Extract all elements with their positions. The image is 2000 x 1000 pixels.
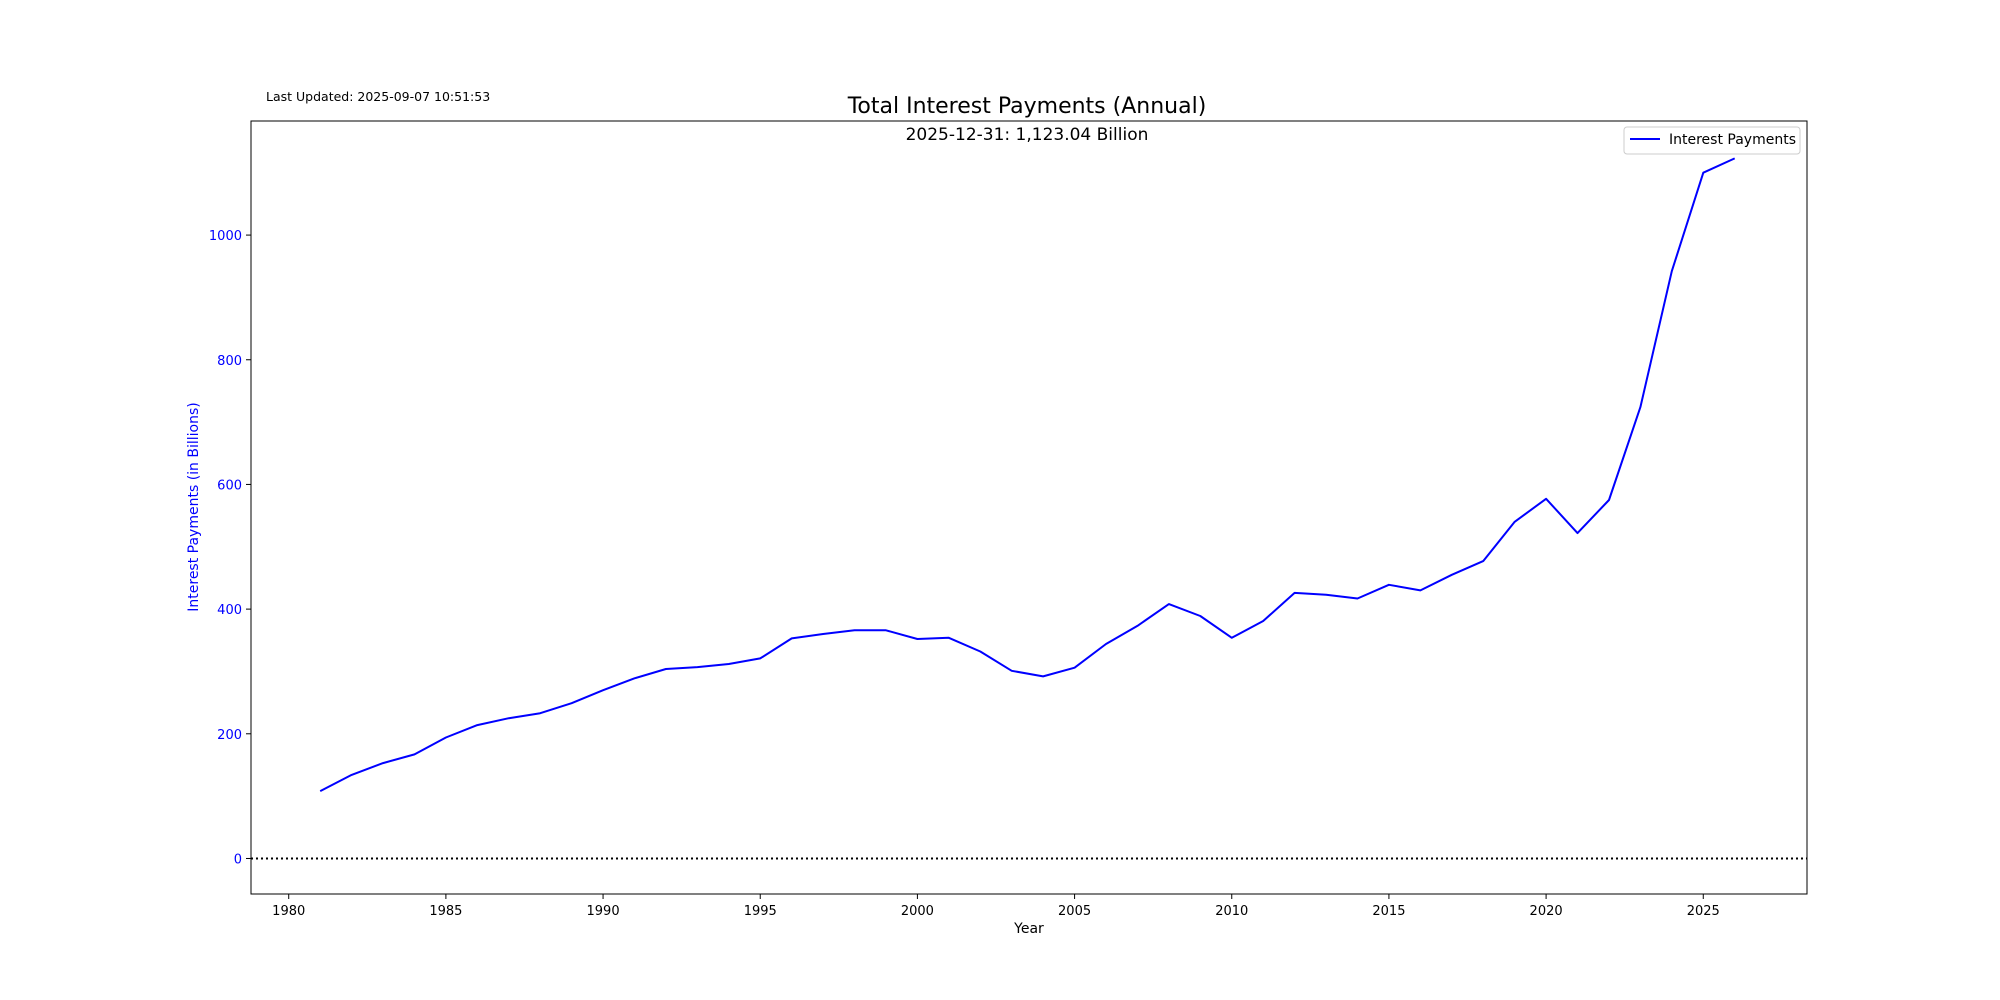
- x-tick-label: 2010: [1215, 904, 1248, 919]
- x-axis: 1980 1985 1990 1995 2000 2005 2010 2015 2020 2025: [272, 894, 1720, 919]
- y-tick-label: 1000: [209, 229, 242, 244]
- y-axis-label: Interest Payments (in Billions): [186, 402, 202, 611]
- y-tick-label: 0: [234, 852, 242, 867]
- x-tick-label: 1990: [587, 904, 620, 919]
- y-tick-label: 400: [217, 603, 242, 618]
- legend-box: [1623, 126, 1801, 155]
- x-tick-label: 1985: [429, 904, 462, 919]
- x-tick-label: 2025: [1687, 904, 1720, 919]
- series-line-interest-payments: [319, 157, 1736, 792]
- x-tick-label: 1995: [744, 904, 777, 919]
- x-tick-label: 2000: [901, 904, 934, 919]
- x-tick-label: 1980: [272, 904, 305, 919]
- plot-frame: [250, 120, 1808, 895]
- y-tick-label: 800: [217, 354, 242, 369]
- y-tick-label: 200: [217, 728, 242, 743]
- legend-label: Interest Payments: [1669, 132, 1796, 148]
- x-tick-label: 2020: [1530, 904, 1563, 919]
- last-updated-text: Last Updated: 2025-09-07 10:51:53: [266, 89, 490, 104]
- chart-subtitle: 2025-12-31: 1,123.04 Billion: [906, 125, 1149, 145]
- series-layer: [319, 157, 1736, 792]
- y-axis: 0 200 400 600 800 1000: [209, 229, 251, 867]
- x-tick-label: 2015: [1372, 904, 1405, 919]
- chart-title: Total Interest Payments (Annual): [847, 94, 1207, 119]
- x-tick-label: 2005: [1058, 904, 1091, 919]
- y-tick-label: 600: [217, 478, 242, 493]
- x-axis-label: Year: [1013, 921, 1044, 937]
- legend: Interest Payments: [1623, 126, 1801, 155]
